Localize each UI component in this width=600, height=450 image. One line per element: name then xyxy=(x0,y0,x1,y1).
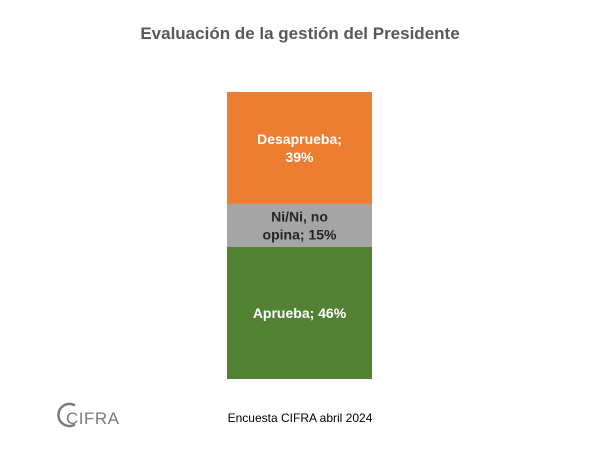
logo-text: CIFRA xyxy=(66,409,120,428)
data-label-desaprueba-line-2: 39% xyxy=(285,149,314,165)
data-label-aprueba-line-1: Aprueba; 46% xyxy=(253,305,347,321)
data-label-ni-ni-no-opina-line-1: Ni/Ni, no xyxy=(271,208,328,224)
data-label-desaprueba-line-1: Desaprueba; xyxy=(257,131,342,147)
source-note: Encuesta CIFRA abril 2024 xyxy=(227,411,373,425)
cifra-logo: CIFRA xyxy=(57,402,120,428)
data-label-ni-ni-no-opina-line-2: opina; 15% xyxy=(263,226,337,242)
chart-title: Evaluación de la gestión del Presidente xyxy=(140,24,460,43)
bar-segment-desaprueba xyxy=(227,92,372,204)
bar-segment-aprueba xyxy=(227,246,372,379)
logo-arc xyxy=(57,402,76,428)
bar-segment-ni-ni-no-opina xyxy=(227,203,372,247)
